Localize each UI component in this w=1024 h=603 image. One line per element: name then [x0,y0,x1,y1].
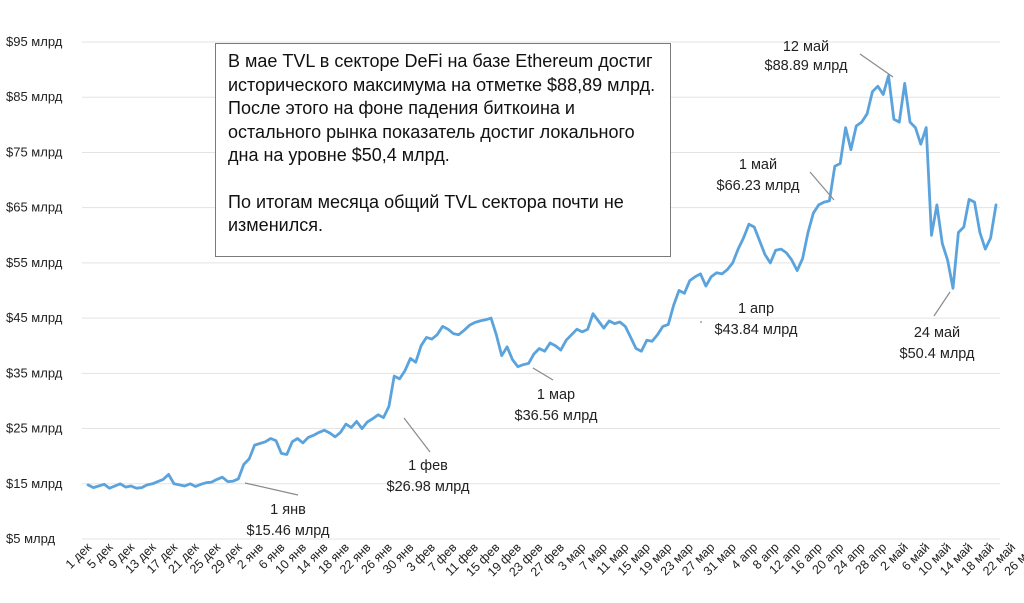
annotation-value: $66.23 млрд [717,178,801,194]
annotation-date: 1 янв [270,502,306,518]
annotation-value: $88.89 млрд [765,58,849,74]
y-tick-label: $65 млрд [6,200,63,215]
y-tick-label: $85 млрд [6,89,63,104]
annotation-date: 1 май [739,157,777,173]
annotation-date: 1 апр [738,301,774,317]
annotation-value: $26.98 млрд [387,479,471,495]
annotation-leader [532,367,554,381]
annotation-date: 24 май [914,325,960,341]
annotation-leaders [244,53,951,496]
series-line-tvl [86,74,998,490]
y-tick-label: $55 млрд [6,255,63,270]
note-box: В мае TVL в секторе DeFi на базе Ethereu… [215,43,671,257]
annotation-leader [244,482,299,496]
annotation-leader [809,171,835,201]
annotation-value: $50.4 млрд [900,346,975,362]
annotation-value: $15.46 млрд [247,523,331,539]
annotation-value: $43.84 млрд [715,322,799,338]
annotation-leader [859,53,894,78]
annotation-date: 12 май [783,39,829,55]
annotation-date: 1 фев [408,458,448,474]
annotation-leader [933,291,951,317]
y-tick-label: $25 млрд [6,421,63,436]
y-axis: $5 млрд $15 млрд $25 млрд $35 млрд $45 млрд $… [6,34,63,546]
annotations: 1 янв $15.46 млрд 1 фев $26.98 млрд 1 мар $36… [247,39,976,539]
annotation-leader [403,417,431,453]
note-paragraph-1: В мае TVL в секторе DeFi на базе Ethereu… [228,51,656,165]
y-tick-label: $95 млрд [6,34,63,49]
y-tick-label: $45 млрд [6,310,63,325]
annotation-date: 1 мар [537,387,575,403]
annotation-value: $36.56 млрд [515,408,599,424]
y-tick-label: $75 млрд [6,144,63,159]
y-tick-label: $35 млрд [6,365,63,380]
y-tick-label: $5 млрд [6,531,56,546]
note-paragraph-2: По итогам месяца общий TVL сектора почти… [228,191,624,236]
y-tick-label: $15 млрд [6,476,63,491]
